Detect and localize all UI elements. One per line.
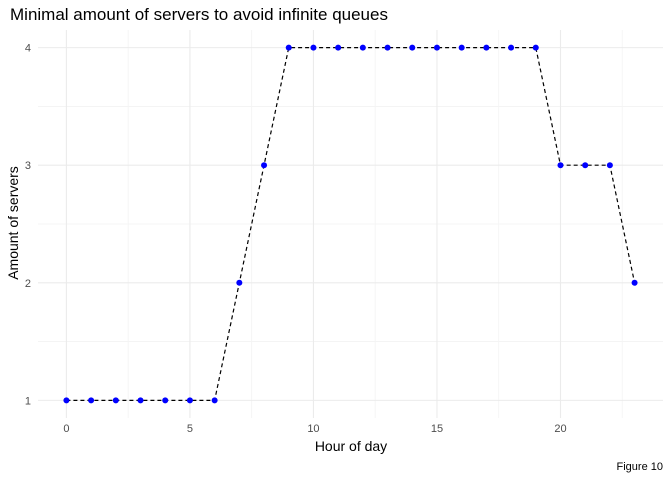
x-tick-labels: 0 5 10 15 20 <box>63 423 566 435</box>
figure-caption: Figure 10 <box>617 461 663 473</box>
data-point-16 <box>458 44 465 51</box>
data-point-1 <box>88 397 95 404</box>
data-point-9 <box>285 44 292 51</box>
y-tick-label-1: 2 <box>25 278 31 290</box>
y-tick-label-2: 3 <box>25 160 31 172</box>
data-point-23 <box>631 279 638 286</box>
x-tick-label-2: 10 <box>307 423 319 435</box>
data-point-11 <box>335 44 342 51</box>
data-point-17 <box>483 44 490 51</box>
data-point-3 <box>137 397 144 404</box>
x-tick-label-0: 0 <box>63 423 69 435</box>
data-point-6 <box>211 397 218 404</box>
x-tick-label-4: 20 <box>554 423 566 435</box>
data-point-2 <box>112 397 119 404</box>
data-point-7 <box>236 279 243 286</box>
data-point-12 <box>359 44 366 51</box>
y-tick-label-0: 1 <box>25 395 31 407</box>
x-axis-title: Hour of day <box>315 438 387 454</box>
data-point-18 <box>508 44 515 51</box>
data-point-4 <box>162 397 169 404</box>
data-point-15 <box>433 44 440 51</box>
minor-grid <box>38 30 663 418</box>
data-point-19 <box>532 44 539 51</box>
x-tick-label-3: 15 <box>431 423 443 435</box>
data-point-10 <box>310 44 317 51</box>
data-points <box>63 44 638 404</box>
series-line <box>66 47 636 401</box>
y-tick-label-3: 4 <box>25 43 31 55</box>
chart-title: Minimal amount of servers to avoid infin… <box>10 5 388 24</box>
data-point-13 <box>384 44 391 51</box>
x-tick-label-1: 5 <box>187 423 193 435</box>
y-axis-title: Amount of servers <box>5 166 21 280</box>
data-point-20 <box>557 162 564 169</box>
data-point-0 <box>63 397 70 404</box>
data-point-5 <box>186 397 193 404</box>
y-tick-labels: 1 2 3 4 <box>25 43 31 408</box>
data-point-14 <box>409 44 416 51</box>
data-point-22 <box>606 162 613 169</box>
data-point-8 <box>261 162 268 169</box>
data-point-21 <box>582 162 589 169</box>
